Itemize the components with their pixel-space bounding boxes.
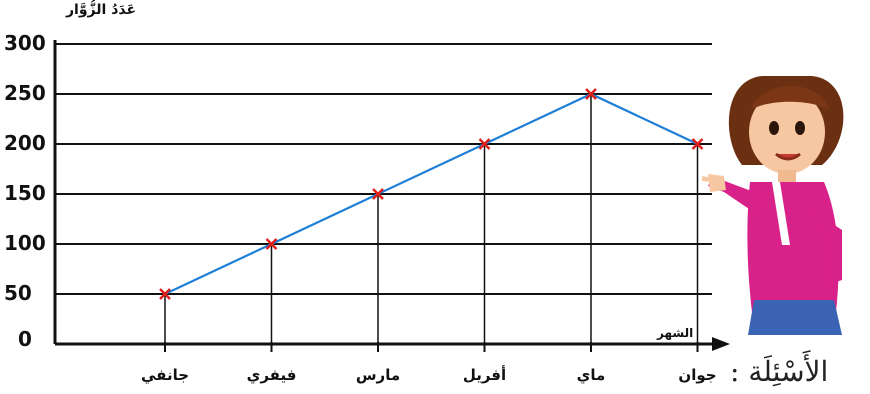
data-point	[691, 138, 704, 150]
axes	[53, 40, 730, 351]
data-point	[159, 288, 171, 300]
marker-stroke	[478, 138, 491, 150]
marker-stroke	[585, 88, 597, 100]
data-point	[585, 88, 597, 100]
marker-stroke	[372, 188, 384, 200]
data-point	[372, 188, 384, 200]
y-tick-label: 0	[18, 327, 32, 351]
data-point	[478, 138, 491, 150]
x-category-labels: جانفي فيفري مارس أفريل ماي جوان	[141, 365, 717, 385]
data-point	[265, 238, 278, 250]
grid-lines	[55, 43, 712, 295]
x-category-label: جانفي	[141, 366, 189, 384]
data-markers	[159, 88, 704, 300]
y-tick-labels: 0 50 100 150 200 250 300	[4, 31, 46, 351]
x-category-label: فيفري	[247, 366, 297, 385]
marker-stroke	[159, 288, 171, 300]
x-category-label: أفريل	[463, 365, 506, 384]
marker-stroke	[265, 238, 278, 250]
marker-stroke	[691, 138, 704, 150]
questions-heading: الأَسْئِلَة :	[730, 355, 829, 388]
category-drop-lines	[164, 94, 699, 352]
y-tick-label: 250	[4, 81, 46, 105]
y-tick-label: 100	[4, 231, 46, 255]
y-tick-label: 50	[4, 281, 32, 305]
x-category-label: مارس	[356, 366, 400, 384]
x-category-label: جوان	[678, 366, 716, 384]
x-axis-arrow	[712, 337, 730, 351]
series-line	[164, 92, 698, 295]
y-tick-label: 300	[4, 31, 46, 55]
x-axis-label: الشهر	[657, 326, 694, 340]
data-series	[164, 92, 698, 295]
x-category-label: ماي	[577, 366, 606, 385]
y-tick-label: 200	[4, 131, 46, 155]
girl-pointing-illustration	[702, 76, 844, 335]
y-tick-label: 150	[4, 181, 46, 205]
y-axis-label: عَدَدُ الزُّوَّار	[66, 2, 137, 18]
